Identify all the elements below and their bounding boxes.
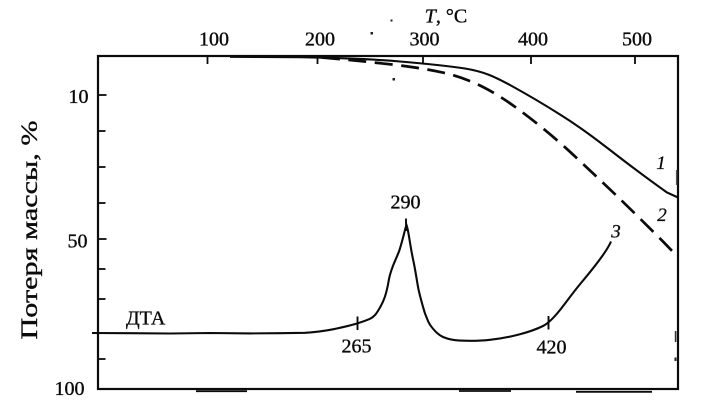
svg-text:2: 2 bbox=[657, 205, 667, 226]
svg-text:400: 400 bbox=[518, 29, 548, 51]
svg-text:420: 420 bbox=[537, 337, 567, 359]
svg-text:1: 1 bbox=[656, 153, 666, 174]
svg-text:ДТА: ДТА bbox=[126, 308, 166, 330]
svg-text:Потеря массы, %: Потеря массы, % bbox=[17, 120, 42, 339]
svg-text:500: 500 bbox=[622, 29, 652, 51]
svg-text:200: 200 bbox=[305, 29, 335, 51]
svg-text:10: 10 bbox=[69, 86, 89, 108]
svg-text:T, °C: T, °C bbox=[425, 6, 467, 28]
svg-text:300: 300 bbox=[410, 29, 440, 51]
svg-text:3: 3 bbox=[610, 222, 621, 243]
svg-text:100: 100 bbox=[199, 29, 229, 51]
svg-text:100: 100 bbox=[55, 378, 85, 400]
svg-text:50: 50 bbox=[68, 231, 88, 253]
svg-text:290: 290 bbox=[391, 192, 421, 214]
svg-text:265: 265 bbox=[342, 336, 372, 358]
